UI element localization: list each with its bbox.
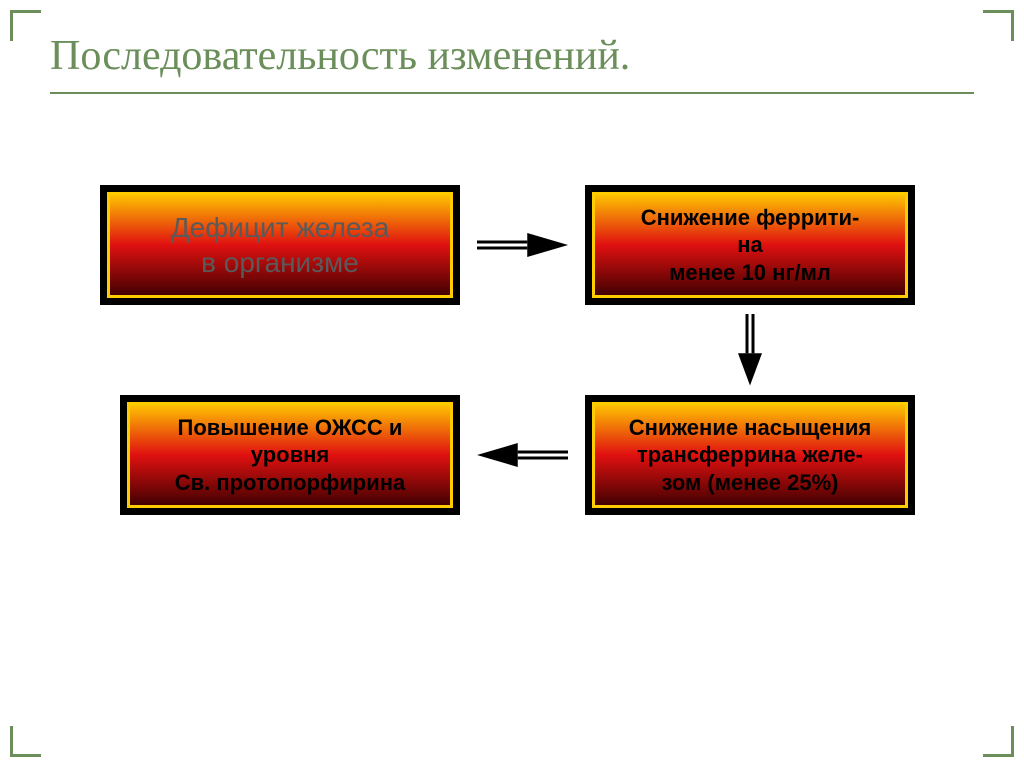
node-text: Повышение ОЖСС и (178, 415, 403, 440)
node-text: в организме (201, 247, 359, 278)
slide: Последовательность изменений. Дефицит же… (0, 0, 1024, 767)
arrow-down-icon (730, 312, 770, 387)
slide-title: Последовательность изменений. (50, 32, 630, 80)
frame-corner-br (983, 726, 1014, 757)
node-text: трансферрина желе- (637, 442, 863, 467)
node-iron-deficit: Дефицит железа в организме (100, 185, 460, 305)
title-underline (50, 92, 974, 94)
frame-corner-tr (983, 10, 1014, 41)
node-text: Дефицит железа (171, 212, 390, 243)
node-text: Снижение феррити- (641, 205, 860, 230)
node-text: зом (менее 25%) (662, 470, 839, 495)
arrow-right-icon (475, 225, 570, 265)
frame-corner-bl (10, 726, 41, 757)
node-tibc-increase: Повышение ОЖСС и уровня Св. протопорфири… (120, 395, 460, 515)
node-text: менее 10 нг/мл (669, 260, 831, 285)
node-text: на (737, 232, 763, 257)
node-text: Снижение насыщения (629, 415, 871, 440)
frame-corner-tl (10, 10, 41, 41)
node-ferritin-decrease: Снижение феррити- на менее 10 нг/мл (585, 185, 915, 305)
node-text: Св. протопорфирина (175, 470, 406, 495)
arrow-left-icon (475, 435, 570, 475)
node-transferrin-saturation: Снижение насыщения трансферрина желе- зо… (585, 395, 915, 515)
node-text: уровня (251, 442, 329, 467)
